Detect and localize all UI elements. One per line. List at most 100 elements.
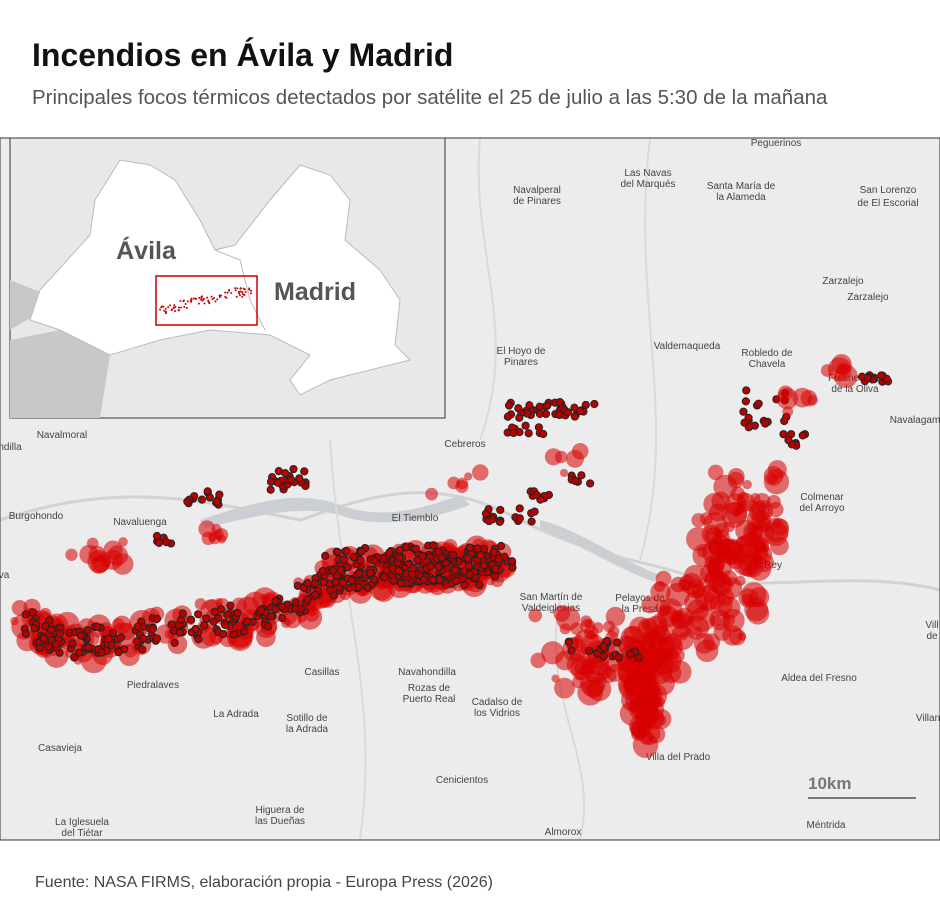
hotspot bbox=[465, 543, 474, 552]
place-label: Casavieja bbox=[38, 743, 82, 754]
hotspot bbox=[555, 397, 565, 407]
hotspot bbox=[544, 448, 563, 466]
hotspot bbox=[722, 625, 743, 646]
place-line: Pinares bbox=[504, 357, 538, 368]
hotspot bbox=[209, 533, 218, 542]
hotspot bbox=[515, 413, 524, 422]
inset-hotspot bbox=[172, 306, 175, 309]
place-label: San Martín de Valdeiglesias bbox=[520, 592, 583, 614]
hotspot bbox=[217, 534, 227, 544]
inset-hotspot bbox=[214, 300, 217, 303]
inset-label: Madrid bbox=[274, 278, 356, 306]
inset-hotspot bbox=[241, 295, 244, 298]
hotspot bbox=[349, 553, 358, 562]
hotspot bbox=[434, 562, 443, 571]
inset-hotspot bbox=[177, 309, 180, 312]
inset-hotspot bbox=[237, 290, 240, 293]
hotspot bbox=[419, 575, 429, 584]
hotspot bbox=[575, 406, 585, 416]
place-line: la Alameda bbox=[716, 192, 766, 203]
hotspot bbox=[273, 478, 283, 487]
inset-hotspot bbox=[250, 289, 253, 292]
inset-hotspot bbox=[206, 296, 209, 299]
inset-hotspot bbox=[238, 292, 241, 295]
hotspot bbox=[70, 653, 79, 662]
place-label: Zarzalejo bbox=[822, 276, 864, 287]
hotspot bbox=[170, 638, 179, 647]
hotspot bbox=[449, 551, 458, 560]
hotspot bbox=[744, 423, 753, 432]
inset-hotspot bbox=[198, 296, 201, 299]
hotspot bbox=[590, 399, 599, 409]
hotspot bbox=[429, 541, 438, 550]
hotspot bbox=[44, 642, 53, 651]
place-label: Higuera de las Dueñas bbox=[255, 805, 305, 827]
hotspot bbox=[634, 653, 643, 662]
hotspot bbox=[539, 429, 548, 439]
hotspot bbox=[397, 579, 406, 588]
hotspot bbox=[540, 641, 565, 665]
hotspot bbox=[475, 580, 484, 590]
place-label: Navalagam bbox=[890, 415, 940, 426]
hotspot bbox=[380, 573, 389, 582]
hotspot bbox=[564, 638, 574, 647]
hotspot bbox=[266, 477, 276, 486]
place-line: Rozas de bbox=[408, 683, 451, 694]
place-line: Pelayos de bbox=[615, 593, 665, 604]
hotspot bbox=[55, 629, 64, 638]
scale-label: 10km bbox=[808, 774, 851, 793]
place-label: Cebreros bbox=[444, 439, 485, 450]
hotspot bbox=[491, 564, 500, 573]
hotspot bbox=[194, 635, 203, 644]
river bbox=[540, 520, 660, 582]
hotspot bbox=[194, 598, 207, 611]
inset-hotspots bbox=[159, 287, 253, 315]
hotspot bbox=[580, 618, 596, 634]
hotspot bbox=[554, 677, 575, 699]
hotspot bbox=[577, 471, 586, 480]
place-label: Santa María de la Alameda bbox=[707, 181, 776, 203]
hotspot bbox=[592, 622, 604, 634]
hotspot bbox=[21, 610, 30, 619]
hotspot bbox=[455, 480, 469, 494]
place-label: Zarzalejo bbox=[847, 292, 889, 303]
hotspot bbox=[389, 576, 398, 585]
place-line: Aldea del Fresno bbox=[781, 673, 857, 684]
place-label: San Lorenzo de El Escorial bbox=[857, 185, 918, 209]
hotspot bbox=[116, 633, 126, 642]
place-line: La Iglesuela bbox=[55, 817, 109, 828]
hotspot bbox=[626, 650, 635, 659]
inset-hotspot bbox=[238, 294, 241, 297]
hotspot bbox=[418, 551, 427, 561]
hotspot bbox=[219, 630, 228, 639]
hotspot bbox=[463, 553, 472, 563]
hotspot bbox=[735, 575, 746, 587]
place-line: la Presa bbox=[622, 604, 659, 615]
hotspot bbox=[465, 570, 474, 579]
hotspot bbox=[507, 557, 517, 566]
place-line: Cadalso de bbox=[472, 697, 523, 708]
inset-hotspot bbox=[244, 290, 247, 293]
inset-label: Ávila bbox=[116, 236, 177, 265]
place-line: Valdeiglesias bbox=[522, 603, 580, 614]
hotspot bbox=[319, 578, 329, 587]
hotspot bbox=[154, 538, 164, 547]
place-label: Robledo de Chavela bbox=[741, 348, 793, 370]
hotspot bbox=[441, 580, 451, 589]
place-line: de El Escorial bbox=[857, 198, 918, 209]
hotspot bbox=[647, 630, 668, 650]
place-line: del Marqués bbox=[620, 179, 675, 190]
hotspot bbox=[798, 431, 807, 440]
hotspot bbox=[310, 579, 320, 588]
hotspot bbox=[631, 723, 647, 740]
inset-hotspot bbox=[164, 307, 167, 310]
hotspot bbox=[402, 543, 411, 552]
hotspot bbox=[318, 567, 327, 576]
place-label: Las Navas del Marqués bbox=[620, 168, 675, 190]
hotspot bbox=[411, 544, 421, 553]
hotspot bbox=[481, 509, 491, 518]
hotspot bbox=[584, 646, 594, 655]
hotspot bbox=[303, 578, 312, 587]
hotspot bbox=[437, 553, 446, 562]
hotspot bbox=[385, 548, 394, 557]
